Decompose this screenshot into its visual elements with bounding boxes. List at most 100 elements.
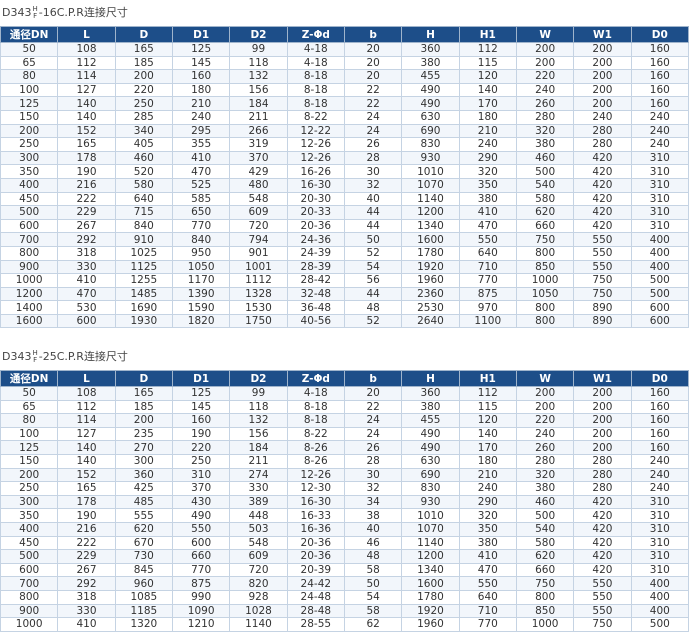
data-cell: 50	[0, 386, 59, 401]
data-cell: 114	[57, 69, 116, 84]
data-cell: 620	[515, 549, 575, 564]
data-cell: 28-39	[286, 259, 345, 275]
data-cell: 140	[57, 96, 116, 111]
data-cell: 1320	[114, 617, 173, 632]
data-cell: 200	[573, 96, 632, 111]
header-cell: W	[515, 26, 575, 43]
data-cell: 20	[343, 386, 403, 401]
data-cell: 8-22	[286, 426, 345, 442]
data-cell: 180	[458, 109, 517, 125]
data-cell: 310	[630, 508, 690, 523]
data-cell: 310	[630, 191, 690, 207]
data-cell: 12-26	[286, 150, 345, 166]
data-cell: 310	[171, 467, 231, 483]
data-cell: 220	[171, 440, 231, 455]
data-cell: 550	[573, 245, 632, 261]
data-cell: 58	[343, 562, 403, 578]
data-cell: 156	[229, 82, 288, 98]
data-cell: 550	[573, 576, 632, 591]
data-cell: 500	[515, 508, 575, 523]
data-cell: 240	[458, 137, 517, 152]
data-cell: 8-22	[286, 109, 345, 125]
data-cell: 1112	[229, 273, 288, 288]
data-cell: 1010	[401, 164, 460, 179]
data-cell: 170	[458, 96, 517, 111]
data-cell: 12-26	[286, 137, 345, 152]
data-cell: 310	[630, 549, 690, 564]
data-cell: 112	[57, 55, 116, 71]
data-cell: 160	[630, 42, 690, 57]
data-cell: 260	[515, 440, 575, 455]
data-cell: 108	[57, 42, 116, 57]
header-cell: H	[401, 370, 460, 387]
data-cell: 1010	[401, 508, 460, 523]
header-row: 通径DN L D D1 D2 Z-Φd b H H1 W W1 D0	[0, 370, 690, 387]
data-cell: 1125	[114, 259, 173, 275]
data-cell: 250	[0, 481, 59, 496]
data-cell: 240	[630, 109, 690, 125]
data-cell: 928	[229, 589, 288, 605]
data-cell: 4-18	[286, 42, 345, 57]
data-cell: 550	[573, 589, 632, 605]
data-cell: 455	[401, 69, 460, 84]
dimension-table: 通径DN L D D1 D2 Z-Φd b H H1 W W1 D0 50 108 165 125 99 4-18…	[0, 26, 690, 329]
data-cell: 270	[114, 440, 173, 455]
data-cell: 480	[229, 177, 288, 193]
data-cell: 150	[0, 109, 59, 125]
data-cell: 330	[57, 603, 116, 619]
data-cell: 24	[343, 109, 403, 125]
data-cell: 120	[458, 69, 517, 84]
data-row: 350 190 555 490 448 16-33 38 1010 320 500 420 310	[0, 508, 690, 523]
header-cell: H1	[458, 26, 517, 43]
data-cell: 200	[114, 413, 173, 428]
data-cell: 310	[630, 494, 690, 510]
data-row: 450 222 640 585 548 20-30 40 1140 380 580 420 310	[0, 191, 690, 207]
header-cell: D1	[171, 26, 231, 43]
data-cell: 108	[57, 386, 116, 401]
data-cell: 24	[343, 123, 403, 139]
data-cell: 845	[114, 562, 173, 578]
data-cell: 1690	[114, 300, 173, 315]
data-cell: 125	[171, 386, 231, 401]
data-cell: 548	[229, 535, 288, 551]
header-cell: D1	[171, 370, 231, 387]
data-cell: 280	[573, 137, 632, 152]
data-cell: 330	[57, 259, 116, 275]
data-cell: 160	[630, 399, 690, 415]
data-cell: 20	[343, 42, 403, 57]
data-cell: 235	[114, 426, 173, 442]
data-cell: 470	[458, 218, 517, 234]
data-cell: 1255	[114, 273, 173, 288]
data-cell: 600	[630, 313, 690, 329]
data-row: 250 165 405 355 319 12-26 26 830 240 380 280 240	[0, 137, 690, 152]
data-cell: 1210	[171, 617, 231, 632]
data-cell: 4-18	[286, 55, 345, 71]
data-cell: 26	[343, 137, 403, 152]
data-cell: 715	[114, 205, 173, 220]
header-cell: 通径DN	[0, 370, 59, 387]
data-cell: 22	[343, 399, 403, 415]
data-row: 150 140 285 240 211 8-22 24 630 180 280 240 240	[0, 109, 690, 125]
data-cell: 670	[114, 535, 173, 551]
data-cell: 160	[630, 426, 690, 442]
data-cell: 550	[171, 521, 231, 537]
data-cell: 160	[630, 69, 690, 84]
data-cell: 1920	[401, 259, 460, 275]
data-cell: 410	[57, 273, 116, 288]
data-cell: 360	[114, 467, 173, 483]
data-cell: 150	[0, 453, 59, 469]
data-cell: 1600	[0, 313, 59, 329]
data-cell: 200	[573, 386, 632, 401]
data-cell: 900	[0, 259, 59, 275]
data-row: 150 140 300 250 211 8-26 28 630 180 280 280 240	[0, 453, 690, 469]
data-cell: 1390	[171, 286, 231, 302]
data-cell: 200	[573, 440, 632, 455]
data-cell: 420	[573, 535, 632, 551]
data-cell: 320	[458, 164, 517, 179]
data-cell: 292	[57, 232, 116, 247]
data-cell: 40	[343, 521, 403, 537]
data-cell: 250	[171, 453, 231, 469]
data-cell: 16-26	[286, 164, 345, 179]
data-cell: 1960	[401, 273, 460, 288]
data-cell: 240	[515, 82, 575, 98]
